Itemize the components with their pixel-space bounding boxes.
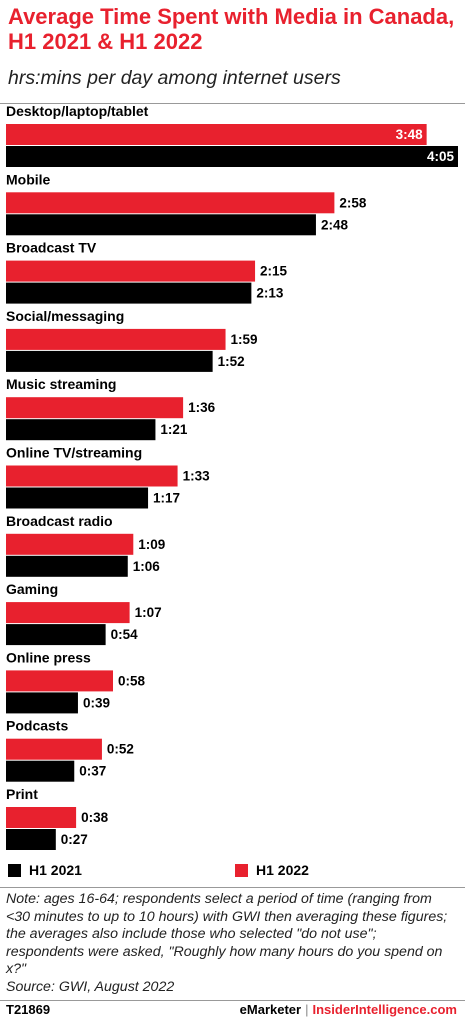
value-label-h1-2021-desktop-laptop-tablet: 4:05	[427, 149, 455, 164]
brand-insider-intelligence: InsiderIntelligence.com	[312, 1002, 458, 1017]
value-label-h1-2022-social-messaging: 1:59	[231, 332, 258, 347]
legend-label-h1-2021: H1 2021	[29, 862, 82, 878]
bar-h1-2021-online-press	[6, 692, 78, 714]
bar-h1-2021-mobile	[6, 214, 316, 236]
chart-id: T21869	[6, 1002, 51, 1017]
bar-h1-2021-broadcast-radio	[6, 555, 128, 577]
bar-h1-2021-music-streaming	[6, 419, 156, 441]
value-label-h1-2022-podcasts: 0:52	[107, 742, 134, 757]
bottom-divider	[0, 1000, 465, 1001]
bar-h1-2022-online-press	[6, 670, 114, 692]
value-label-h1-2022-mobile: 2:58	[339, 195, 367, 210]
bar-h1-2021-gaming	[6, 624, 106, 646]
category-label-mobile: Mobile	[6, 171, 51, 187]
legend: H1 2021 H1 2022	[8, 862, 448, 880]
category-label-gaming: Gaming	[6, 581, 58, 597]
category-label-print: Print	[6, 786, 38, 802]
value-label-h1-2021-gaming: 0:54	[111, 627, 139, 642]
bar-h1-2021-podcasts	[6, 760, 75, 782]
value-label-h1-2022-desktop-laptop-tablet: 3:48	[396, 127, 424, 142]
bar-h1-2022-print	[6, 807, 77, 828]
legend-label-h1-2022: H1 2022	[256, 862, 309, 878]
bar-h1-2021-social-messaging	[6, 350, 213, 372]
bar-h1-2022-online-tv-streaming	[6, 465, 178, 487]
brand-separator: |	[305, 1002, 309, 1017]
bar-h1-2022-mobile	[6, 192, 335, 214]
bar-h1-2021-desktop-laptop-tablet	[6, 146, 458, 167]
footer-divider	[0, 887, 465, 888]
bar-h1-2021-online-tv-streaming	[6, 487, 149, 509]
bar-h1-2022-desktop-laptop-tablet	[6, 124, 427, 145]
value-label-h1-2022-print: 0:38	[81, 810, 109, 825]
chart-title: Average Time Spent with Media in Canada,…	[8, 4, 455, 54]
category-label-online-tv-streaming: Online TV/streaming	[6, 445, 142, 461]
value-label-h1-2022-gaming: 1:07	[135, 605, 162, 620]
value-label-h1-2021-print: 0:27	[61, 832, 88, 847]
value-label-h1-2021-mobile: 2:48	[321, 217, 349, 232]
category-label-broadcast-tv: Broadcast TV	[6, 240, 97, 256]
bar-chart: Desktop/laptop/tablet 3:484:05 Mobile 2:58 2…	[6, 103, 458, 850]
value-label-h1-2021-broadcast-radio: 1:06	[133, 559, 161, 574]
bar-h1-2022-gaming	[6, 602, 130, 624]
bar-h1-2021-broadcast-tv	[6, 282, 252, 304]
bar-h1-2021-print	[6, 829, 56, 850]
value-label-h1-2022-music-streaming: 1:36	[188, 400, 216, 415]
chart-note: Note: ages 16-64; respondents select a p…	[6, 891, 458, 996]
category-label-broadcast-radio: Broadcast radio	[6, 513, 113, 529]
brand-logo-text: eMarketer | InsiderIntelligence.com	[240, 1002, 457, 1017]
value-label-h1-2021-music-streaming: 1:21	[160, 422, 188, 437]
bar-h1-2022-music-streaming	[6, 397, 184, 419]
value-label-h1-2022-online-press: 0:58	[118, 673, 146, 688]
value-label-h1-2021-broadcast-tv: 2:13	[256, 286, 284, 301]
value-label-h1-2021-podcasts: 0:37	[79, 764, 106, 779]
value-label-h1-2021-social-messaging: 1:52	[218, 354, 245, 369]
category-label-desktop-laptop-tablet: Desktop/laptop/tablet	[6, 103, 149, 119]
value-label-h1-2021-online-press: 0:39	[83, 695, 110, 710]
note-text: Note: ages 16-64; respondents select a p…	[6, 891, 448, 977]
chart-subtitle: hrs:mins per day among internet users	[8, 67, 341, 89]
legend-item-h1-2021: H1 2021	[8, 862, 82, 878]
bar-h1-2022-broadcast-radio	[6, 533, 134, 555]
category-label-podcasts: Podcasts	[6, 718, 68, 734]
value-label-h1-2022-broadcast-tv: 2:15	[260, 264, 288, 279]
value-label-h1-2021-online-tv-streaming: 1:17	[153, 491, 180, 506]
bar-h1-2022-broadcast-tv	[6, 260, 256, 282]
category-label-music-streaming: Music streaming	[6, 376, 116, 392]
value-label-h1-2022-broadcast-radio: 1:09	[138, 537, 165, 552]
legend-swatch-red	[235, 863, 248, 877]
header-divider	[0, 103, 465, 104]
legend-item-h1-2022: H1 2022	[235, 862, 309, 878]
value-label-h1-2022-online-tv-streaming: 1:33	[183, 469, 211, 484]
category-label-social-messaging: Social/messaging	[6, 308, 124, 324]
category-label-online-press: Online press	[6, 649, 91, 665]
bar-h1-2022-social-messaging	[6, 328, 226, 350]
legend-swatch-black	[8, 863, 21, 877]
source-text: Source: GWI, August 2022	[6, 978, 175, 995]
bar-h1-2022-podcasts	[6, 738, 102, 760]
brand-emarketer: eMarketer	[239, 1002, 302, 1017]
